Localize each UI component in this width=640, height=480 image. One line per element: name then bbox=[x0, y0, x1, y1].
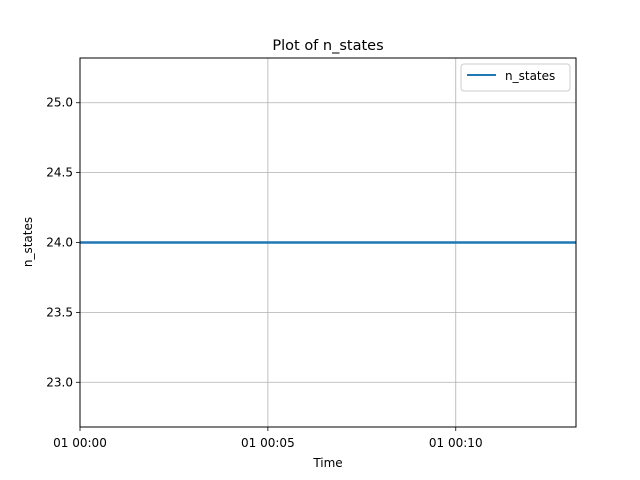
legend: n_states bbox=[460, 63, 571, 92]
y-tick-label: 23.0 bbox=[46, 375, 73, 389]
chart-title: Plot of n_states bbox=[272, 38, 383, 54]
y-tick-label: 24.5 bbox=[46, 166, 73, 180]
legend-box bbox=[460, 63, 571, 92]
y-tick-label: 23.5 bbox=[46, 305, 73, 319]
x-tick-label: 01 00:00 bbox=[53, 436, 107, 450]
x-tick-label: 01 00:05 bbox=[241, 436, 295, 450]
y-tick-label: 24.0 bbox=[46, 236, 73, 250]
x-axis-label: Time bbox=[312, 456, 342, 470]
y-tick-label: 25.0 bbox=[46, 96, 73, 110]
y-axis-label: n_states bbox=[21, 217, 35, 267]
legend-label-n-states: n_states bbox=[505, 69, 555, 83]
x-axis: 01 00:00 01 00:05 01 00:10 bbox=[53, 427, 483, 450]
x-tick-label: 01 00:10 bbox=[429, 436, 483, 450]
y-axis: 23.0 23.5 24.0 24.5 25.0 bbox=[46, 96, 80, 389]
